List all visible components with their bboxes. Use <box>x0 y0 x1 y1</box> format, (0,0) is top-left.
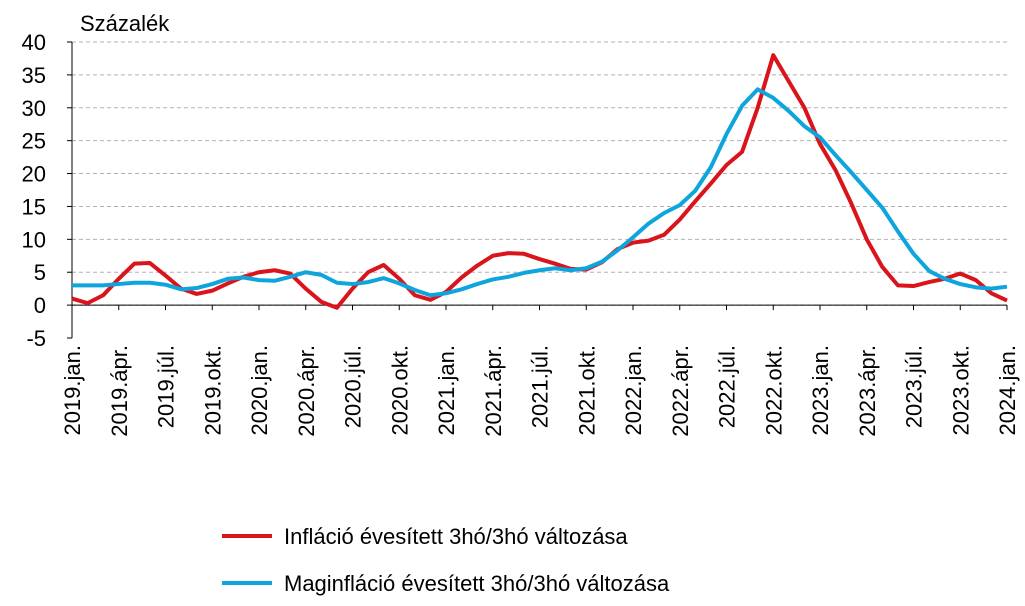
y-tick-label: -5 <box>26 326 46 351</box>
legend-label: Infláció évesített 3hó/3hó változása <box>284 524 628 549</box>
y-tick-label: 10 <box>22 227 46 252</box>
x-tick-label: 2020.okt. <box>387 345 412 436</box>
x-tick-label: 2023.júl. <box>902 345 927 428</box>
x-tick-label: 2021.okt. <box>574 345 599 436</box>
y-tick-label: 30 <box>22 96 46 121</box>
x-tick-label: 2020.ápr. <box>294 345 319 437</box>
series-line <box>71 53 1008 310</box>
legend-label: Maginfláció évesített 3hó/3hó változása <box>284 571 670 596</box>
x-tick-label: 2019.jan. <box>60 345 85 436</box>
x-tick-label: 2021.ápr. <box>481 345 506 437</box>
x-tick-label: 2023.jan. <box>808 345 833 436</box>
x-tick-label: 2023.okt. <box>948 345 973 436</box>
x-tick-label: 2021.jan. <box>434 345 459 436</box>
x-tick-label: 2019.ápr. <box>107 345 132 437</box>
x-tick-label: 2021.júl. <box>528 345 553 428</box>
y-tick-label: 0 <box>34 293 46 318</box>
y-tick-label: 35 <box>22 63 46 88</box>
y-tick-label: 15 <box>22 194 46 219</box>
x-tick-label: 2022.jan. <box>621 345 646 436</box>
x-tick-label: 2019.okt. <box>200 345 225 436</box>
x-tick-label: 2022.okt. <box>761 345 786 436</box>
y-tick-label: 40 <box>22 30 46 55</box>
x-tick-label: 2024.jan. <box>995 345 1020 436</box>
x-tick-label: 2019.júl. <box>154 345 179 428</box>
x-tick-label: 2023.ápr. <box>855 345 880 437</box>
x-tick-label: 2022.ápr. <box>668 345 693 437</box>
x-tick-label: 2020.júl. <box>341 345 366 428</box>
y-tick-label: 20 <box>22 162 46 187</box>
y-tick-label: 25 <box>22 129 46 154</box>
x-tick-label: 2022.júl. <box>715 345 740 428</box>
y-tick-label: 5 <box>34 260 46 285</box>
series-line <box>72 87 1008 298</box>
y-axis-title: Százalék <box>80 11 170 36</box>
x-tick-label: 2020.jan. <box>247 345 272 436</box>
